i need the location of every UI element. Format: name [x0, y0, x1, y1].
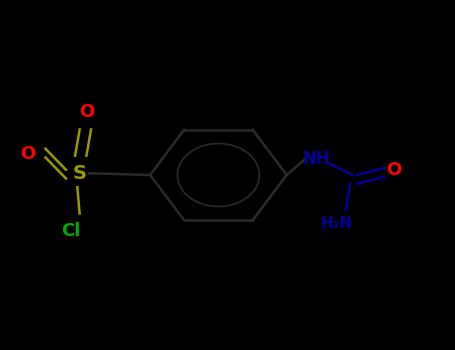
- Text: O: O: [386, 161, 401, 179]
- Text: O: O: [79, 103, 94, 121]
- Text: Cl: Cl: [61, 222, 80, 240]
- Text: S: S: [73, 164, 86, 183]
- Text: O: O: [20, 145, 35, 163]
- Text: H₂N: H₂N: [321, 217, 353, 231]
- Text: NH: NH: [303, 150, 330, 168]
